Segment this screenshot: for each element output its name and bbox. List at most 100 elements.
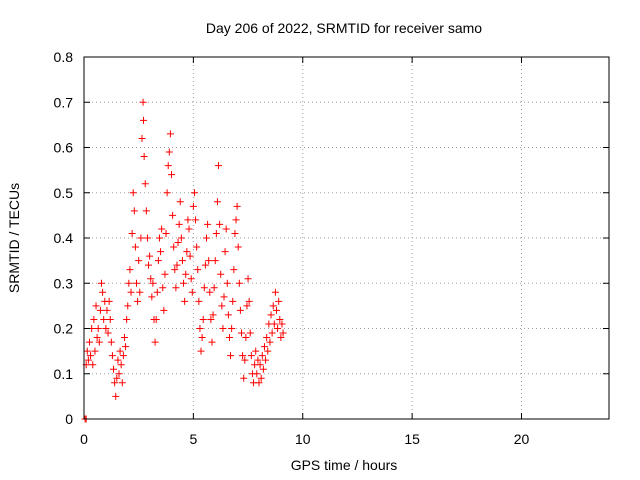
y-tick-label: 0.3	[54, 275, 74, 291]
data-point	[269, 302, 277, 310]
data-point	[124, 302, 132, 310]
data-point	[258, 352, 266, 360]
data-point	[199, 315, 207, 323]
data-point	[192, 216, 200, 224]
data-point	[149, 279, 157, 287]
grid-lines	[84, 57, 609, 419]
data-point	[128, 229, 136, 237]
data-point	[92, 302, 100, 310]
data-point	[219, 325, 227, 332]
data-point	[106, 315, 114, 323]
data-point	[260, 343, 268, 351]
data-point	[146, 252, 154, 260]
data-point	[118, 379, 126, 387]
data-point	[137, 234, 145, 242]
data-point	[130, 207, 138, 215]
data-point	[244, 275, 252, 283]
data-point	[172, 284, 180, 292]
data-point	[247, 352, 255, 360]
data-point	[148, 293, 156, 301]
data-point	[204, 220, 212, 228]
data-point	[245, 297, 253, 305]
data-point	[189, 202, 197, 210]
data-point	[212, 229, 220, 237]
data-point	[100, 315, 108, 323]
data-point	[139, 98, 147, 106]
data-point	[206, 288, 214, 296]
data-point	[143, 234, 151, 242]
x-tick-label: 15	[404, 431, 420, 447]
data-point	[134, 297, 142, 305]
data-point	[93, 334, 101, 342]
data-point	[175, 220, 183, 228]
data-point	[262, 356, 270, 364]
data-point	[209, 311, 217, 319]
x-tick-label: 10	[295, 431, 311, 447]
data-point	[222, 225, 230, 233]
data-point	[91, 347, 99, 355]
data-point	[152, 315, 160, 323]
data-point	[231, 229, 239, 237]
data-point	[120, 334, 128, 342]
data-point	[169, 211, 177, 219]
data-point	[90, 315, 98, 323]
data-point	[104, 329, 112, 337]
data-point	[84, 356, 92, 364]
data-point	[122, 343, 130, 351]
data-point	[96, 306, 104, 314]
data-point	[116, 347, 124, 355]
data-point	[162, 229, 170, 237]
data-point	[266, 338, 274, 346]
data-point	[210, 284, 218, 292]
data-point	[256, 361, 264, 369]
data-point	[163, 189, 171, 197]
data-point	[170, 243, 178, 251]
data-point	[184, 216, 192, 224]
data-point	[117, 361, 125, 369]
data-point	[125, 279, 133, 287]
data-point	[111, 379, 119, 387]
data-point	[236, 306, 244, 314]
data-point	[140, 116, 147, 124]
data-point	[232, 216, 240, 224]
data-point	[174, 239, 182, 247]
data-point	[238, 329, 245, 337]
data-point	[157, 248, 165, 256]
y-tick-label: 0.1	[54, 366, 74, 382]
data-point	[140, 153, 148, 161]
data-point	[196, 325, 204, 332]
data-point	[99, 288, 107, 296]
data-point	[223, 279, 231, 287]
data-point	[113, 374, 121, 382]
data-point	[197, 347, 205, 355]
data-point	[213, 198, 221, 206]
data-point	[279, 329, 287, 337]
data-point	[94, 325, 102, 332]
y-axis-label: SRMTID / TECUs	[6, 183, 22, 293]
data-point	[271, 288, 279, 296]
data-point	[243, 302, 251, 310]
data-point	[215, 162, 223, 170]
data-point	[103, 306, 111, 314]
data-point	[185, 225, 193, 233]
data-point	[138, 134, 146, 142]
data-point	[154, 257, 162, 265]
data-point	[160, 306, 168, 314]
data-point	[89, 361, 97, 369]
data-point	[276, 315, 284, 323]
data-point	[127, 288, 135, 296]
data-points	[81, 98, 287, 423]
y-tick-label: 0.4	[54, 230, 74, 246]
data-point	[275, 297, 283, 305]
data-point	[267, 311, 275, 319]
data-point	[180, 279, 188, 287]
chart-title: Day 206 of 2022, SRMTID for receiver sam…	[206, 20, 482, 36]
data-point	[190, 189, 198, 197]
data-point	[221, 248, 229, 256]
data-point	[182, 270, 190, 278]
data-point	[257, 374, 265, 382]
y-tick-label: 0.5	[54, 185, 74, 201]
data-point	[187, 275, 195, 283]
data-point	[234, 243, 242, 251]
data-point	[135, 257, 143, 265]
